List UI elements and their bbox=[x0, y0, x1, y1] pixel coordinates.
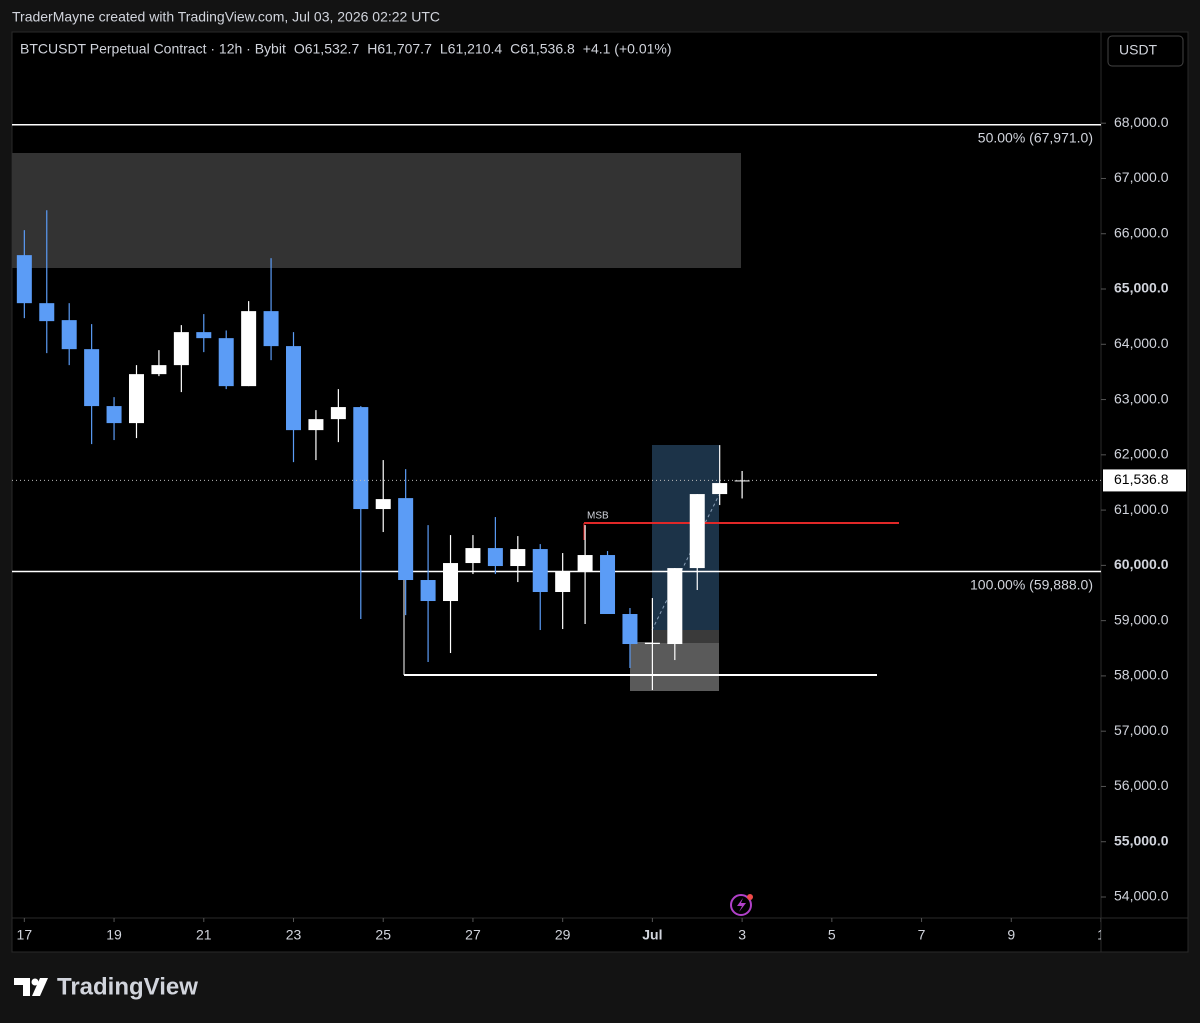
symbol-title: BTCUSDT Perpetual Contract · 12h · Bybit bbox=[20, 41, 286, 57]
candle-body bbox=[106, 406, 122, 424]
x-tick-label: 25 bbox=[375, 927, 391, 943]
x-tick-label: 23 bbox=[286, 927, 302, 943]
legend-key: O bbox=[294, 41, 305, 57]
axis-corner bbox=[1100, 917, 1189, 953]
candle-body bbox=[398, 498, 414, 581]
x-ticks: 17 19 21 23 25 27 29 Jul 3 5 7 9 1 bbox=[17, 918, 1105, 943]
legend-change: +4.1 (+0.01%) bbox=[583, 41, 672, 57]
candle-body bbox=[465, 548, 481, 564]
fib-label: 100.00% (59,888.0) bbox=[970, 576, 1093, 592]
y-tick-label: 66,000.0 bbox=[1114, 224, 1169, 240]
range-box bbox=[652, 445, 719, 630]
plot: MSB 50.00% (67,971.0) 100.00% (59,888.0) bbox=[12, 124, 1101, 691]
x-tick-label: 27 bbox=[465, 927, 481, 943]
y-tick-label: 55,000.0 bbox=[1114, 832, 1169, 848]
y-tick-label: 59,000.0 bbox=[1114, 611, 1169, 627]
x-tick-label: 21 bbox=[196, 927, 212, 943]
candle-body bbox=[286, 346, 302, 431]
y-tick-label: 65,000.0 bbox=[1114, 280, 1169, 296]
legend: BTCUSDT Perpetual Contract · 12h · Bybit… bbox=[20, 41, 672, 57]
candle-body bbox=[173, 332, 189, 366]
candle-body bbox=[532, 549, 548, 593]
y-tick-label: 64,000.0 bbox=[1114, 335, 1169, 351]
x-tick-label: 17 bbox=[17, 927, 33, 943]
logo: TradingView bbox=[14, 973, 198, 1000]
alert-circle[interactable] bbox=[730, 894, 752, 916]
x-tick-label: 7 bbox=[918, 927, 926, 943]
legend-value: 61,707.7 bbox=[377, 41, 432, 57]
x-tick-label: 1 bbox=[1097, 927, 1105, 943]
candle-body bbox=[689, 494, 705, 569]
candle-body bbox=[443, 563, 459, 602]
y-tick-label: 54,000.0 bbox=[1114, 888, 1169, 904]
alert-dot[interactable] bbox=[747, 894, 753, 900]
candle-body bbox=[667, 568, 683, 645]
candle-body bbox=[330, 407, 346, 420]
y-tick-label: 68,000.0 bbox=[1114, 114, 1169, 130]
candle-body bbox=[712, 483, 728, 495]
alert-icon[interactable] bbox=[730, 894, 753, 916]
candle-body bbox=[644, 642, 660, 645]
legend-key: H bbox=[367, 41, 377, 57]
y-tick-label: 57,000.0 bbox=[1114, 722, 1169, 738]
candle-body bbox=[196, 332, 212, 339]
currency-label[interactable]: USDT bbox=[1119, 42, 1158, 58]
x-tick-label: 29 bbox=[555, 927, 571, 943]
last-price-box bbox=[1103, 469, 1186, 492]
candle-body bbox=[39, 303, 55, 322]
demand-box-top bbox=[652, 630, 719, 643]
x-tick-label: 9 bbox=[1007, 927, 1015, 943]
candle-body bbox=[353, 407, 369, 510]
logo-mark-dot bbox=[31, 978, 39, 986]
currency-button[interactable] bbox=[1107, 35, 1184, 67]
candle-body bbox=[622, 614, 638, 645]
logo-text: TradingView bbox=[57, 973, 198, 1000]
legend-value: 61,532.7 bbox=[305, 41, 360, 57]
candle-body bbox=[510, 549, 526, 567]
x-tick-label: 3 bbox=[738, 927, 746, 943]
fib-label: 50.00% (67,971.0) bbox=[978, 130, 1093, 146]
candle-body bbox=[555, 571, 571, 593]
supply-zone bbox=[12, 153, 741, 268]
time-axis bbox=[11, 917, 1102, 953]
y-tick-label: 63,000.0 bbox=[1114, 390, 1169, 406]
candle-body bbox=[375, 499, 391, 510]
alert-bolt[interactable] bbox=[737, 898, 746, 912]
last-price-label: 61,536.8 bbox=[1114, 471, 1169, 487]
y-tick-label: 62,000.0 bbox=[1114, 446, 1169, 462]
legend-value: 61,210.4 bbox=[448, 41, 503, 57]
candle-body bbox=[420, 580, 436, 602]
candle-body bbox=[241, 311, 257, 387]
x-tick-label: 5 bbox=[828, 927, 836, 943]
x-tick-label: Jul bbox=[642, 927, 662, 943]
credit: TraderMayne created with TradingView.com… bbox=[12, 9, 440, 25]
candle-body bbox=[84, 349, 100, 407]
msb-label: MSB bbox=[587, 511, 609, 522]
logo-mark-left bbox=[14, 978, 30, 996]
candle-body bbox=[151, 365, 167, 375]
logo-mark-right bbox=[32, 978, 48, 996]
x-tick-label: 19 bbox=[106, 927, 122, 943]
legend-key: L bbox=[440, 41, 448, 57]
candle-body bbox=[218, 338, 234, 387]
candle-body bbox=[128, 374, 144, 424]
y-tick-label: 56,000.0 bbox=[1114, 777, 1169, 793]
y-tick-label: 58,000.0 bbox=[1114, 667, 1169, 683]
candle-body bbox=[734, 480, 750, 482]
candle-body bbox=[263, 311, 279, 347]
candle-body bbox=[487, 548, 503, 567]
candle-body bbox=[308, 419, 324, 431]
y-tick-label: 61,000.0 bbox=[1114, 501, 1169, 517]
candle-body bbox=[577, 555, 593, 572]
projection-line bbox=[651, 494, 720, 631]
candle-body bbox=[600, 555, 616, 615]
y-tick-label: 67,000.0 bbox=[1114, 169, 1169, 185]
legend-key: C bbox=[510, 41, 520, 57]
y-tick-label: 60,000.0 bbox=[1114, 556, 1169, 572]
legend-value: 61,536.8 bbox=[520, 41, 575, 57]
candle-body bbox=[61, 320, 77, 350]
candle-body bbox=[16, 255, 32, 304]
